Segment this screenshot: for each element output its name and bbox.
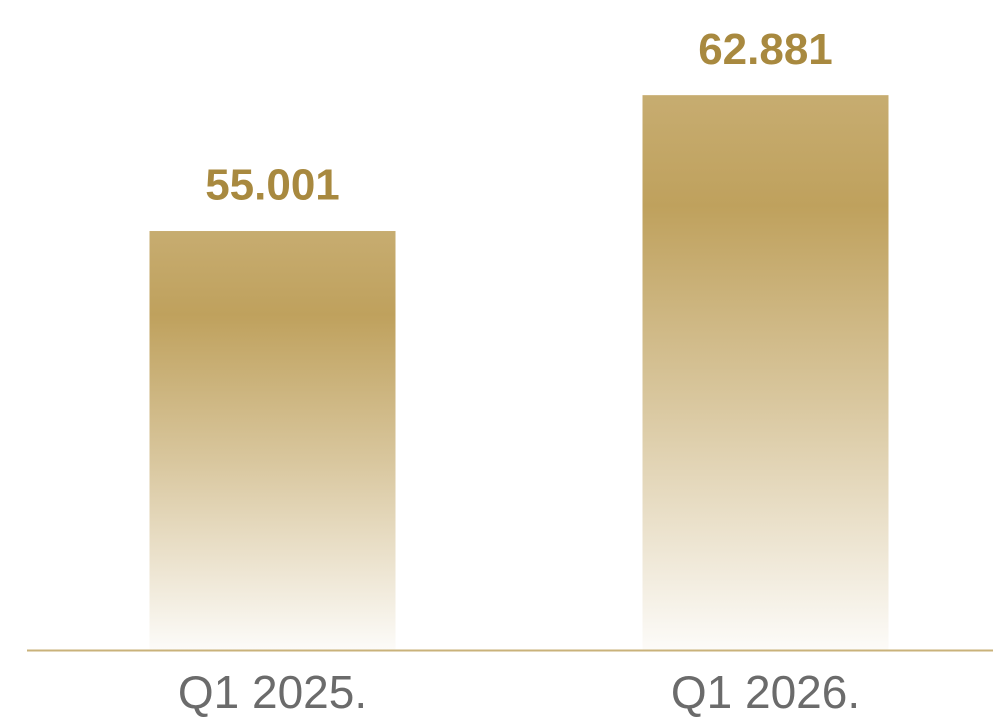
value-label: 62.881: [698, 25, 833, 74]
x-tick-label: Q1 2026.: [671, 666, 860, 718]
bar: [149, 231, 396, 650]
value-label: 55.001: [205, 161, 340, 210]
x-tick-label: Q1 2025.: [178, 666, 367, 718]
bar: [642, 95, 889, 651]
